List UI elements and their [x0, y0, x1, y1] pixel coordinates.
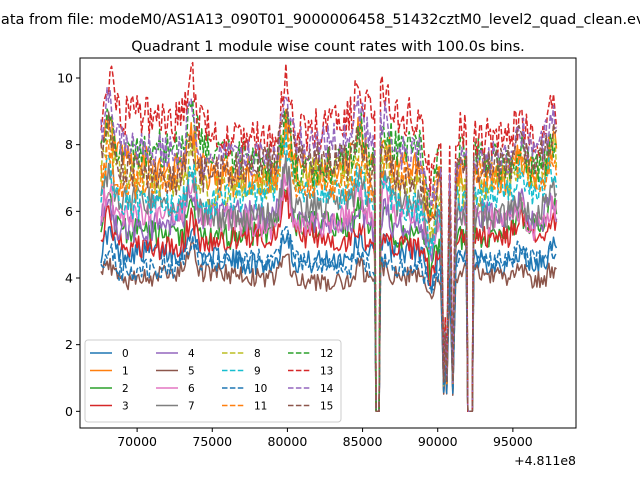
y-tick-label: 4 [65, 271, 73, 286]
legend-label-11: 11 [254, 401, 267, 413]
x-tick-label: 95000 [493, 434, 533, 449]
legend-label-7: 7 [188, 401, 195, 413]
chart-title: Quadrant 1 module wise count rates with … [131, 39, 525, 55]
legend-label-5: 5 [188, 366, 195, 378]
series-line-3 [100, 187, 558, 413]
y-tick-label: 8 [65, 137, 73, 152]
legend-label-6: 6 [188, 383, 195, 395]
y-tick-label: 0 [65, 404, 73, 419]
y-tick-label: 10 [57, 71, 73, 86]
x-axis: 70000 75000 80000 85000 90000 95000 [117, 428, 533, 449]
legend-label-10: 10 [254, 383, 267, 395]
legend-label-14: 14 [320, 383, 334, 395]
legend-label-13: 13 [320, 366, 333, 378]
legend-label-8: 8 [254, 348, 261, 360]
series-line-5 [100, 241, 557, 413]
y-tick-label: 2 [65, 337, 73, 352]
series-line-15 [100, 107, 558, 413]
legend-label-4: 4 [188, 348, 195, 360]
legend-label-15: 15 [320, 401, 333, 413]
x-axis-offset-label: +4.811e8 [514, 453, 576, 468]
y-axis: 0 2 4 6 8 10 [57, 71, 80, 419]
series-line-14 [100, 86, 557, 413]
legend-label-1: 1 [122, 366, 129, 378]
plot-lines [100, 61, 558, 413]
x-tick-label: 70000 [117, 434, 157, 449]
series-line-13 [100, 61, 558, 413]
legend-label-3: 3 [122, 401, 129, 413]
legend-label-9: 9 [254, 366, 261, 378]
y-tick-label: 6 [65, 204, 73, 219]
legend-label-12: 12 [320, 348, 333, 360]
chart-suptitle: Data from file: modeM0/AS1A13_090T01_900… [0, 12, 640, 28]
x-tick-label: 90000 [418, 434, 458, 449]
series-line-11 [100, 120, 558, 413]
legend-label-2: 2 [122, 383, 129, 395]
x-tick-label: 75000 [192, 434, 232, 449]
series-line-10 [100, 226, 558, 413]
x-tick-label: 80000 [268, 434, 308, 449]
series-line-9 [100, 128, 558, 413]
legend-box [84, 339, 342, 423]
x-tick-label: 85000 [343, 434, 383, 449]
axes-frame [79, 57, 577, 429]
legend-label-0: 0 [122, 348, 129, 360]
